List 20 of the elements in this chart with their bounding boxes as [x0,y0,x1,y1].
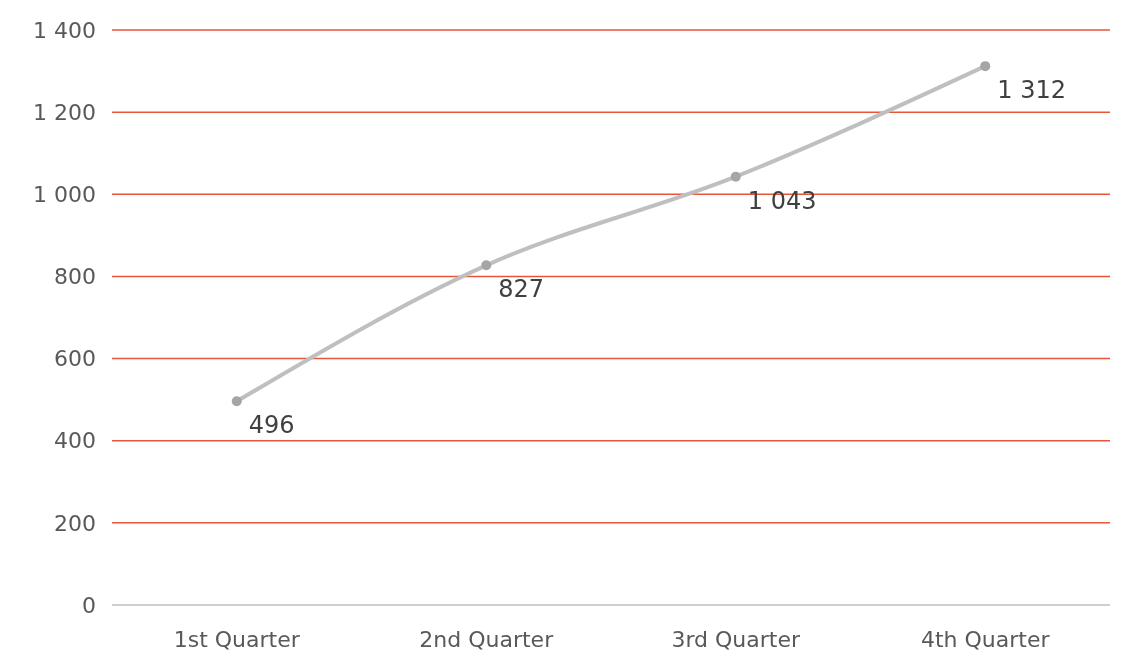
point [231,396,242,407]
y-tick-label: 1 000 [33,181,96,207]
x-tick-label: 4th Quarter [920,627,1051,652]
point [980,61,991,72]
y-tick-label: 600 [54,346,96,372]
y-tick-label: 0 [82,592,96,618]
point [481,260,492,271]
data-label: 496 [248,411,295,440]
y-tick-label: 200 [54,510,96,536]
data-label: 827 [498,275,545,304]
y-tick-label: 1 400 [33,17,96,43]
x-tick-label: 2nd Quarter [419,627,555,652]
y-tick-label: 800 [54,264,96,290]
data-label: 1 043 [747,186,817,215]
point [730,171,741,182]
y-tick-label: 400 [54,428,96,454]
x-tick-label: 3rd Quarter [671,627,802,652]
x-tick-label: 1st Quarter [173,627,301,652]
data-label: 1 312 [997,76,1066,105]
y-tick-label: 1 200 [33,99,96,125]
